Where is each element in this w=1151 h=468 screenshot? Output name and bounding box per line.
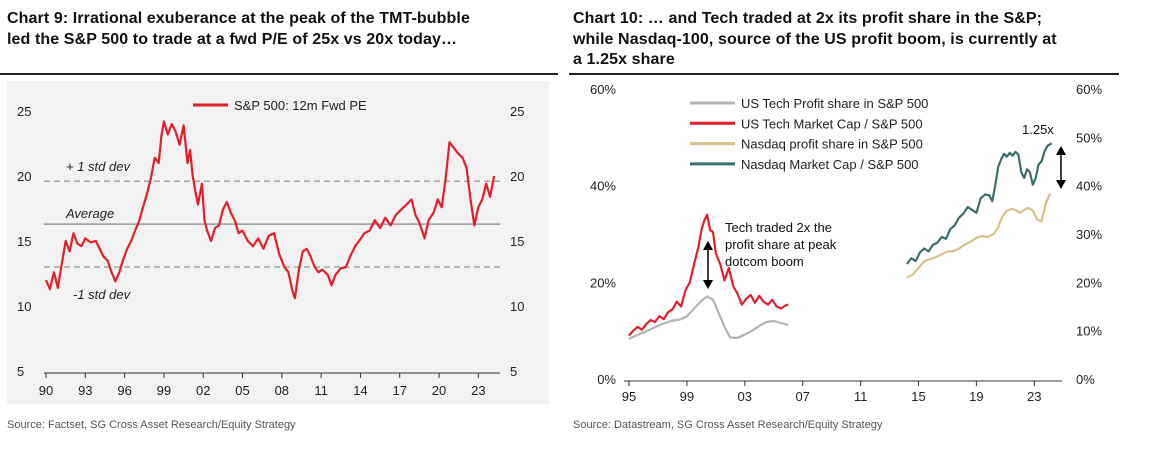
chart10-x-tick-label: 23 [1027, 389, 1041, 404]
chart9-x-tick-label: 96 [117, 383, 131, 398]
chart10-axes: 95 99 03 07 11 15 19 23 0% 20% 40% 60% 0% 10% 20% 30% 40… [590, 82, 1102, 404]
chart10-y-tick-label-left: 20% [590, 275, 616, 290]
chart9-x-tick-label: 14 [353, 383, 367, 398]
chart10-ratio-arrow-up-icon [1056, 146, 1066, 155]
chart10-title-line3: a 1.25x share [573, 51, 675, 68]
chart9-y-tick-label-left: 15 [17, 234, 31, 249]
chart10-legend-label: Nasdaq profit share in S&P 500 [741, 137, 923, 152]
chart9-x-tick-label: 11 [314, 383, 328, 398]
chart10-series [628, 142, 1053, 340]
chart9-y-tick-label-right: 15 [510, 234, 524, 249]
chart10-tech-annotation-line1: Tech traded 2x the [725, 220, 832, 235]
chart10-tech-arrow-up-icon [703, 241, 713, 250]
chart10-svg: 95 99 03 07 11 15 19 23 0% 20% 40% 60% 0% 10% 20% 30% 40… [590, 82, 1102, 404]
chart9-svg: 90 93 96 99 02 05 08 11 14 17 20 23 5 5 10 10 15 15 20 20 25… [17, 98, 524, 398]
chart10-y-tick-label-right: 30% [1076, 227, 1102, 242]
chart9-minus-std-label: -1 std dev [73, 287, 132, 302]
chart9-title-line1: Chart 9: Irrational exuberance at the pe… [7, 10, 470, 27]
chart10-series-line-2 [906, 192, 1052, 279]
chart9-y-tick-label-right: 25 [510, 104, 524, 119]
chart10-title-line1: Chart 10: … and Tech traded at 2x its pr… [573, 10, 1043, 27]
chart9-title: Chart 9: Irrational exuberance at the pe… [7, 9, 562, 50]
chart10-y-tick-label-right: 10% [1076, 324, 1102, 339]
chart10-title: Chart 10: … and Tech traded at 2x its pr… [573, 9, 1148, 71]
chart9-axes: 90 93 96 99 02 05 08 11 14 17 20 23 5 5 10 10 15 15 20 20 25… [17, 104, 524, 398]
chart9-legend: S&P 500: 12m Fwd PE [193, 98, 367, 113]
chart9-y-tick-label-left: 10 [17, 299, 31, 314]
chart9-y-tick-label-left: 20 [17, 169, 31, 184]
chart10-series-line-1 [628, 213, 789, 337]
chart10-x-tick-label: 15 [911, 389, 925, 404]
chart10-y-tick-label-right: 60% [1076, 82, 1102, 97]
chart9-average-label: Average [65, 206, 114, 221]
chart10-title-line2: while Nasdaq-100, source of the US profi… [573, 30, 1057, 48]
chart10-x-tick-label: 03 [738, 389, 752, 404]
chart10-x-tick-label: 07 [795, 389, 809, 404]
chart9-x-tick-label: 93 [78, 383, 92, 398]
chart9-y-tick-label-right: 20 [510, 169, 524, 184]
chart10-y-tick-label-right: 20% [1076, 275, 1102, 290]
chart10-y-tick-label-right: 50% [1076, 130, 1102, 145]
chart9-x-tick-label: 17 [393, 383, 407, 398]
chart9-x-tick-label: 02 [196, 383, 210, 398]
chart9-series [44, 120, 496, 300]
chart10-x-tick-label: 95 [622, 389, 636, 404]
chart9-plus-std-label: + 1 std dev [66, 159, 131, 174]
chart10-tech-annotation-line2: profit share at peak [725, 237, 837, 252]
chart9-series-line-0 [44, 120, 496, 300]
chart10-legend-label: Nasdaq Market Cap / S&P 500 [741, 157, 919, 172]
chart10-ratio-label: 1.25x [1022, 122, 1054, 137]
chart10-title-rule [569, 73, 1119, 75]
chart9-legend-label: S&P 500: 12m Fwd PE [234, 98, 367, 113]
chart9-source: Source: Factset, SG Cross Asset Research… [7, 419, 296, 431]
chart10-ratio-annotation: 1.25x [1022, 122, 1066, 189]
chart9-x-tick-label: 08 [275, 383, 289, 398]
chart9-x-tick-label: 20 [432, 383, 446, 398]
chart9-title-rule [0, 73, 558, 75]
chart10-tech-annotation: Tech traded 2x the profit share at peak … [703, 220, 837, 289]
chart10-legend: US Tech Profit share in S&P 500 US Tech M… [690, 96, 928, 172]
chart10-legend-label: US Tech Market Cap / S&P 500 [741, 116, 923, 131]
chart9-y-tick-label-left: 25 [17, 104, 31, 119]
chart10-y-tick-label-left: 0% [597, 372, 616, 387]
chart9-x-tick-label: 23 [471, 383, 485, 398]
chart10-series-line-3 [906, 142, 1053, 265]
chart9-x-tick-label: 99 [157, 383, 171, 398]
chart10-x-tick-label: 19 [969, 389, 983, 404]
chart10-legend-label: US Tech Profit share in S&P 500 [741, 96, 928, 111]
chart10-ratio-arrow-down-icon [1056, 180, 1066, 189]
chart10-x-tick-label: 11 [854, 389, 868, 404]
chart10-x-tick-label: 99 [680, 389, 694, 404]
chart10-y-tick-label-left: 60% [590, 82, 616, 97]
chart9-x-tick-label: 05 [235, 383, 249, 398]
chart9-y-tick-label-right: 10 [510, 299, 524, 314]
chart10-series-line-0 [628, 295, 789, 340]
chart10-y-tick-label-right: 0% [1076, 372, 1095, 387]
chart9-y-tick-label-left: 5 [17, 364, 24, 379]
chart10-source: Source: Datastream, SG Cross Asset Resea… [573, 419, 883, 431]
chart10-y-tick-label-left: 40% [590, 179, 616, 194]
chart10-y-tick-label-right: 40% [1076, 179, 1102, 194]
chart9-title-line2: led the S&P 500 to trade at a fwd P/E of… [7, 30, 458, 48]
chart9-x-tick-label: 90 [39, 383, 53, 398]
chart10-tech-annotation-line3: dotcom boom [725, 254, 804, 269]
chart10-tech-arrow-down-icon [703, 280, 713, 289]
chart9-y-tick-label-right: 5 [510, 364, 517, 379]
